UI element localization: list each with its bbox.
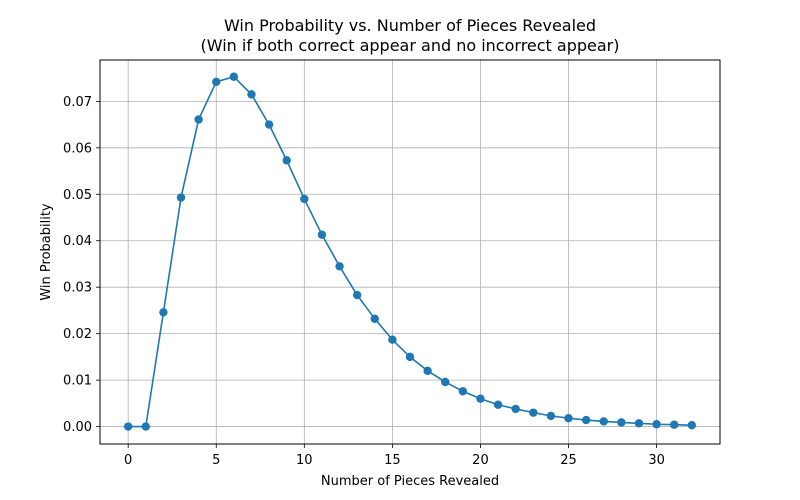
x-tick-label: 30: [648, 453, 665, 468]
x-tick-label: 15: [384, 453, 401, 468]
data-point: [564, 414, 573, 423]
data-point: [617, 418, 626, 427]
data-point: [581, 415, 591, 425]
data-point: [123, 422, 133, 431]
data-point: [159, 308, 168, 317]
data-point: [546, 411, 556, 421]
y-axis: 0.00 0.01 0.02 0.03 0.04 0.05 0.06 0.07: [63, 95, 100, 435]
data-point: [282, 156, 291, 165]
y-tick-label: 0.07: [63, 95, 92, 110]
data-point: [264, 120, 274, 129]
chart-subtitle: (Win if both correct appear and no incor…: [200, 36, 619, 55]
data-point: [599, 417, 608, 426]
data-point: [652, 420, 661, 429]
data-point: [194, 115, 203, 124]
plot-frame: [99, 59, 721, 445]
x-axis-label: Number of Pieces Revealed: [321, 474, 499, 489]
data-point: [300, 194, 309, 204]
data-point: [670, 420, 679, 429]
x-tick-label: 10: [296, 453, 313, 468]
y-tick-label: 0.00: [63, 420, 92, 435]
data-point: [370, 314, 379, 323]
data-point: [247, 90, 256, 99]
data-point: [476, 394, 485, 403]
series-line: [128, 75, 692, 428]
y-tick-label: 0.01: [63, 374, 92, 389]
y-tick-label: 0.06: [63, 141, 92, 156]
data-point: [493, 400, 503, 409]
data-point: [405, 352, 415, 362]
data-point: [229, 72, 239, 81]
data-point: [511, 404, 520, 414]
y-tick-label: 0.04: [63, 234, 92, 249]
data-point: [529, 408, 538, 417]
x-axis: 0 5 10 15 20 25 30: [124, 444, 665, 468]
series-layer: [123, 72, 697, 431]
data-point: [317, 230, 327, 239]
x-tick-label: 5: [212, 453, 220, 468]
data-point: [458, 387, 468, 396]
x-tick-label: 0: [124, 453, 132, 468]
y-tick-label: 0.03: [63, 281, 92, 296]
data-point: [441, 377, 450, 387]
y-tick-label: 0.02: [63, 327, 92, 342]
data-point: [176, 193, 186, 202]
data-point: [352, 290, 362, 300]
chart-title: Win Probability vs. Number of Pieces Rev…: [224, 16, 596, 35]
y-tick-label: 0.05: [63, 188, 92, 203]
grid: [100, 60, 720, 444]
data-point: [335, 262, 344, 271]
data-point: [423, 366, 432, 376]
y-axis-label: Win Probability: [39, 203, 54, 301]
data-point: [212, 77, 221, 87]
data-point: [634, 419, 644, 428]
x-tick-label: 25: [560, 453, 577, 468]
data-point: [141, 422, 150, 431]
x-tick-label: 20: [472, 453, 489, 468]
data-point: [687, 420, 697, 430]
data-point: [388, 335, 397, 344]
